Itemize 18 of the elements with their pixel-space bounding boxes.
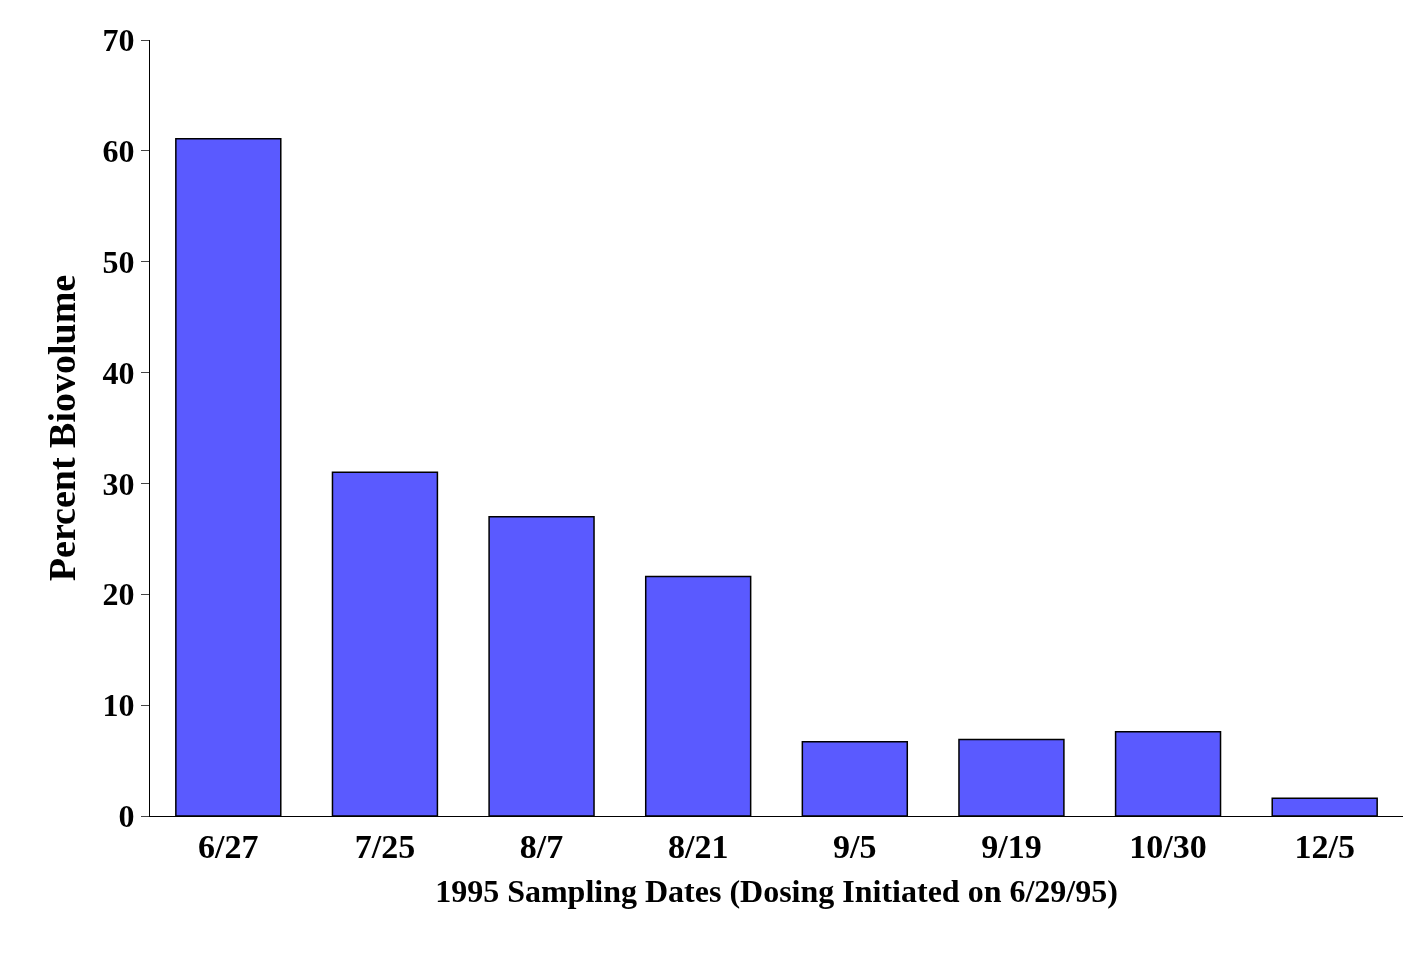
x-tick-label: 12/5 xyxy=(1294,827,1355,865)
y-axis-title: Percent Biovolume xyxy=(40,274,83,582)
y-tick-label: 0 xyxy=(118,798,135,835)
y-tick-label: 30 xyxy=(102,465,135,502)
x-axis-title: 1995 Sampling Dates (Dosing Initiated on 6/29/95) xyxy=(435,872,1118,909)
x-tick-label: 9/5 xyxy=(833,827,877,865)
y-tick-label: 10 xyxy=(102,687,135,724)
x-tick-label: 8/21 xyxy=(667,827,729,865)
y-tick-label: 50 xyxy=(102,243,135,280)
x-tick-label: 8/7 xyxy=(519,827,564,865)
x-tick-label: 9/19 xyxy=(981,827,1042,865)
y-tick-label: 40 xyxy=(102,354,135,391)
x-tick-label: 7/25 xyxy=(354,827,416,865)
y-tick-label: 70 xyxy=(102,22,135,59)
y-tick-label: 20 xyxy=(102,576,135,613)
x-tick-label: 6/27 xyxy=(198,827,259,865)
y-tick-label: 60 xyxy=(102,133,135,170)
x-tick-label: 10/30 xyxy=(1129,827,1207,865)
